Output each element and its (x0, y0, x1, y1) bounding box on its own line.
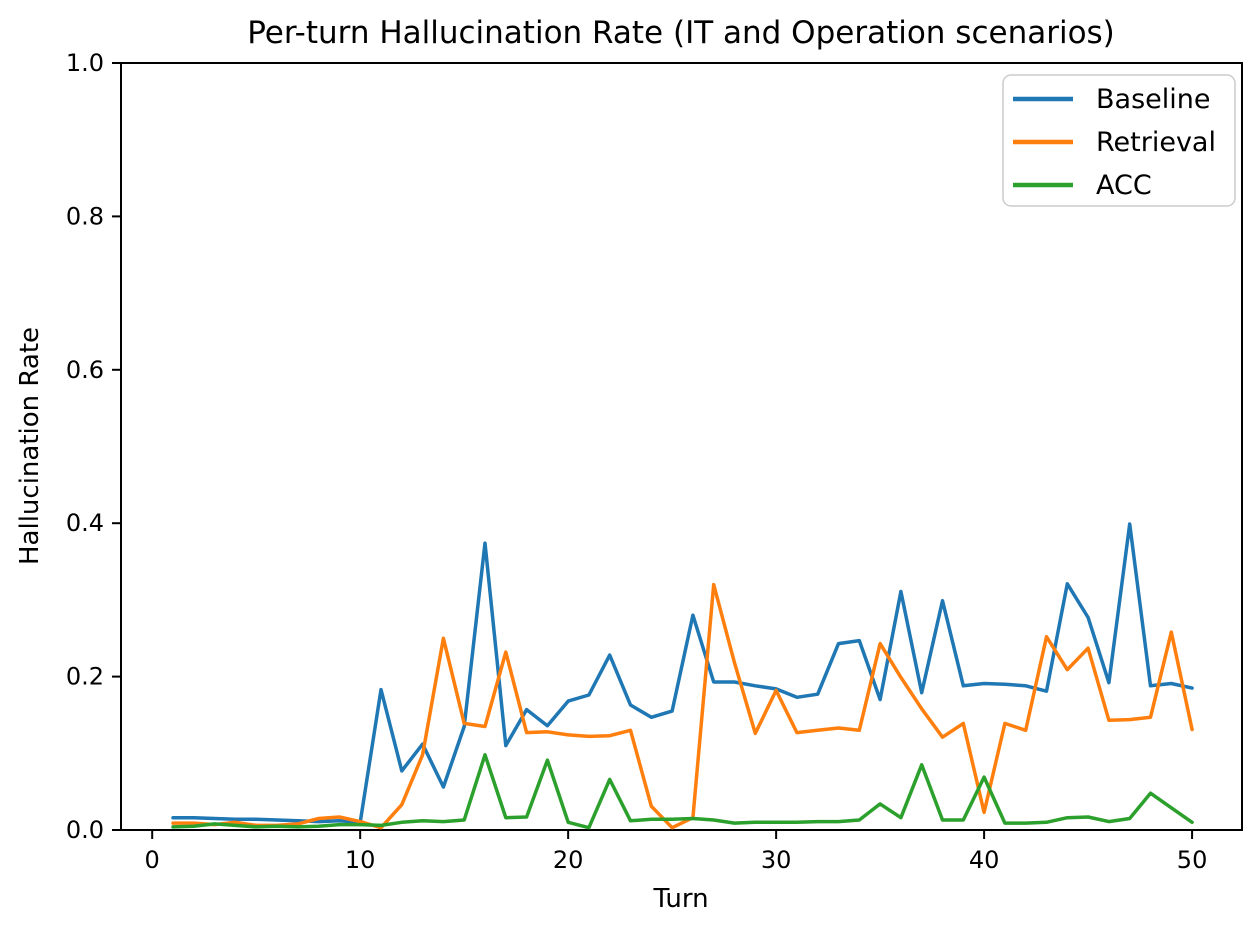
retrieval-series-line (171, 582, 1194, 830)
x-tick-label: 10 (345, 846, 376, 874)
legend-box (1002, 74, 1236, 207)
x-tick-label: 40 (969, 846, 1000, 874)
chart-title: Per-turn Hallucination Rate (IT and Oper… (247, 15, 1115, 51)
legend-item-retrieval: Retrieval (1013, 127, 1216, 158)
legend-label-acc: ACC (1096, 170, 1152, 201)
legend-item-baseline: Baseline (1013, 84, 1210, 115)
y-tick-label: 0.8 (66, 202, 104, 230)
legend-label-retrieval: Retrieval (1096, 127, 1216, 158)
x-tick-label: 0 (145, 846, 160, 874)
y-tick-label: 1.0 (66, 49, 104, 77)
series-lines (171, 522, 1194, 830)
baseline-series-line (171, 522, 1194, 825)
plot-border (120, 62, 1243, 831)
y-axis-ticks: 0.0 0.2 0.4 0.6 0.8 1.0 (66, 49, 121, 844)
legend: Baseline Retrieval ACC (1002, 74, 1236, 207)
legend-label-baseline: Baseline (1096, 84, 1210, 115)
y-tick-label: 0.2 (66, 663, 104, 691)
legend-item-acc: ACC (1013, 170, 1152, 201)
x-tick-label: 50 (1177, 846, 1208, 874)
y-tick-label: 0.4 (66, 509, 104, 537)
x-axis-ticks: 0 10 20 30 40 50 (145, 830, 1208, 874)
acc-series-line (171, 753, 1194, 830)
x-tick-label: 20 (553, 846, 584, 874)
x-axis-title: Turn (652, 884, 708, 914)
x-tick-label: 30 (761, 846, 792, 874)
y-axis-title: Hallucination Rate (15, 327, 45, 565)
y-tick-label: 0.0 (66, 816, 104, 844)
y-tick-label: 0.6 (66, 356, 104, 384)
